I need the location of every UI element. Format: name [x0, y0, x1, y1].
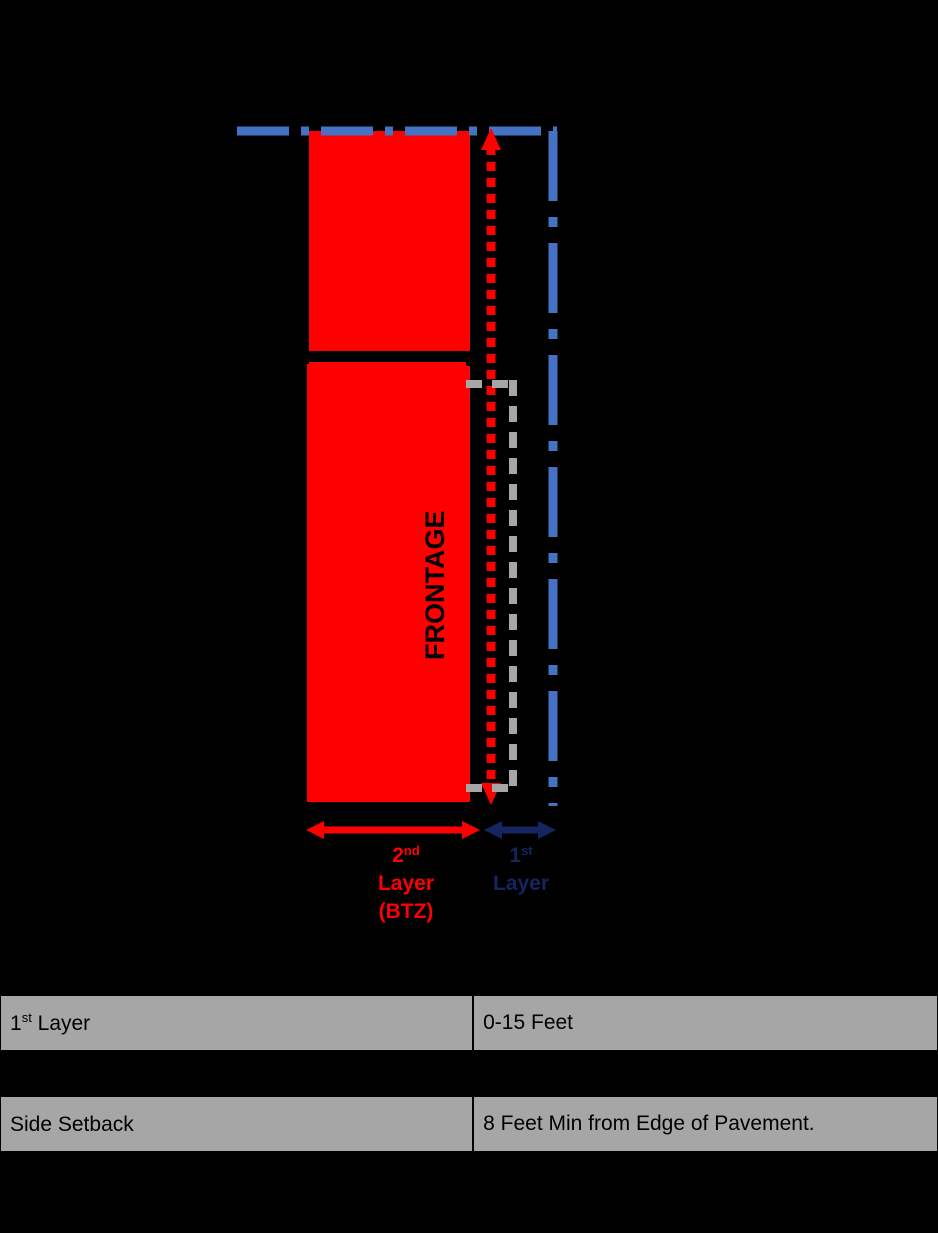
table-spacer-right — [473, 1051, 938, 1096]
table-spacer-left — [0, 1051, 474, 1096]
diagram-canvas: FRONTAGE 2nd Layer (BTZ) 1st Layer — [237, 126, 558, 923]
row-label-rest: Layer — [31, 1011, 91, 1035]
row-label-ordinal: st — [21, 1009, 32, 1025]
row-label-first-layer: 1st Layer — [0, 995, 474, 1051]
row-value-first-layer: 0-15 Feet — [473, 995, 938, 1051]
lot-step-edge — [466, 352, 472, 366]
lot-polygon — [307, 131, 470, 802]
btz-arrow-up-icon — [481, 128, 501, 150]
frontage-diagram: FRONTAGE 2nd Layer (BTZ) 1st Layer — [237, 126, 558, 923]
first-layer-dimension-arrow — [484, 821, 556, 839]
first-layer-word: Layer — [493, 872, 549, 895]
second-layer-dimension-arrow — [306, 821, 480, 839]
frontage-label: FRONTAGE — [420, 511, 450, 661]
first-layer-number: 1 — [509, 844, 521, 867]
second-layer-number: 2 — [392, 844, 404, 867]
first-layer-ordinal: st — [521, 843, 533, 858]
row-label-side-setback: Side Setback — [0, 1096, 474, 1152]
second-layer-note: (BTZ) — [379, 900, 434, 923]
second-layer-caption: 2nd Layer (BTZ) — [378, 843, 434, 923]
svg-text:2nd: 2nd — [392, 843, 420, 867]
row-value-side-setback: 8 Feet Min from Edge of Pavement. — [473, 1096, 938, 1152]
second-layer-ordinal: nd — [404, 843, 420, 858]
svg-text:1st: 1st — [509, 843, 533, 867]
spec-table: 1st Layer 0-15 Feet Side Setback 8 Feet … — [0, 995, 938, 1152]
row-label-text: Side Setback — [10, 1112, 134, 1136]
row-label-text: 1 — [10, 1011, 22, 1035]
first-layer-caption: 1st Layer — [493, 843, 549, 895]
table-row: Side Setback 8 Feet Min from Edge of Pav… — [0, 1096, 938, 1152]
table-row: 1st Layer 0-15 Feet — [0, 995, 938, 1051]
second-layer-word: Layer — [378, 872, 434, 895]
table-spacer — [0, 1051, 938, 1096]
